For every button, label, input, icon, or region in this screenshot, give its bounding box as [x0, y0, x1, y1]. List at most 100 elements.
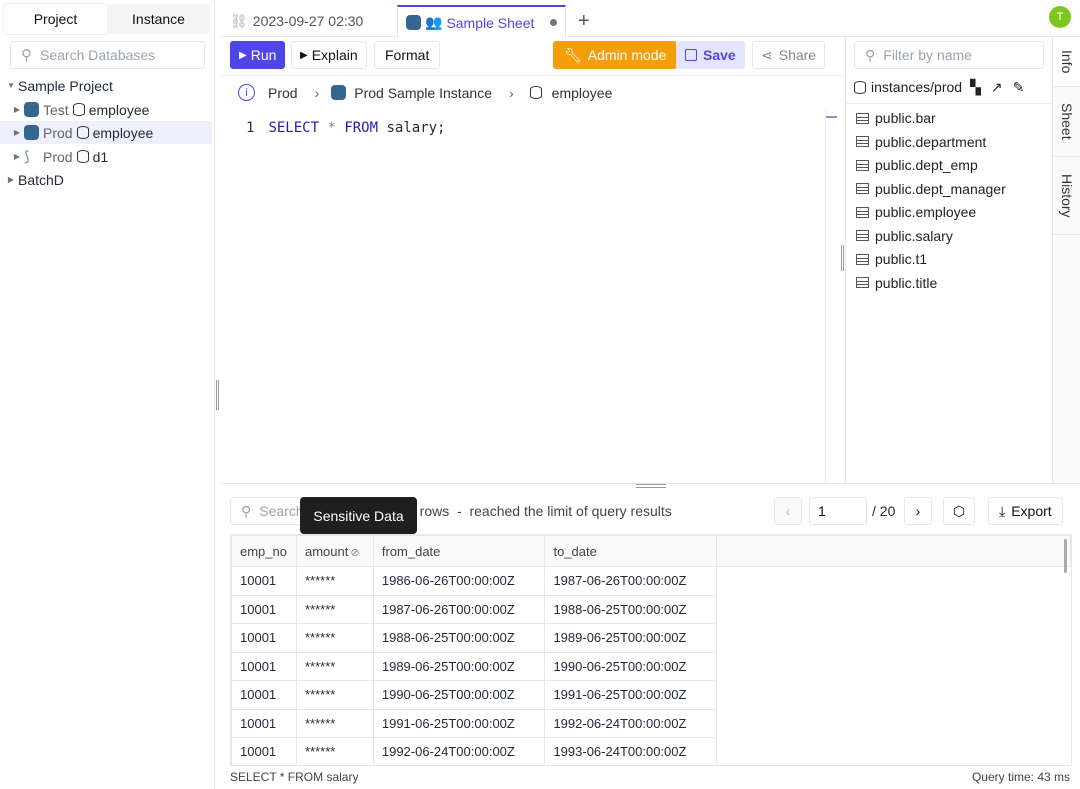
format-button[interactable]: Format [374, 41, 441, 69]
table-item[interactable]: public.bar [856, 107, 936, 129]
table-cell[interactable]: 10001 [231, 708, 297, 738]
table-cell[interactable]: 10001 [231, 594, 297, 624]
column-header[interactable]: emp_no [231, 535, 297, 567]
vtab-history[interactable]: History [1053, 157, 1080, 235]
table-cell[interactable]: 1991-06-25T00:00:00Z [372, 708, 546, 738]
tree-database[interactable]: ▶ ⟆ Prod d1 [0, 145, 212, 168]
table-cell[interactable]: 10001 [231, 566, 297, 596]
prev-page-button[interactable]: ‹ [774, 497, 802, 525]
panel-resize-handle[interactable] [841, 245, 844, 271]
table-cell[interactable]: 1987-06-26T00:00:00Z [544, 566, 718, 596]
table-cell[interactable]: ****** [295, 680, 374, 710]
mysql-icon: ⟆ [24, 148, 30, 164]
caret-right-icon: ▶ [13, 128, 21, 137]
editor-scrollbar[interactable] [825, 110, 837, 483]
results-table: emp_no amount ⊘ from_date to_date 10001 ******… [231, 535, 1071, 765]
table-row[interactable]: 10001 ****** 1989-06-25T00:00:00Z 1990-06-2… [231, 651, 1071, 681]
breadcrumb-env[interactable]: Prod [268, 84, 298, 101]
table-row[interactable]: 10001 ****** 1991-06-25T00:00:00Z 1992-06-2… [231, 708, 1071, 738]
tree-project[interactable]: ▼ Sample Project [4, 74, 216, 97]
table-item[interactable]: public.title [856, 272, 937, 294]
identifier: salary; [386, 120, 446, 136]
tab-sheet[interactable]: ⛓ 2023-09-27 02:30 [230, 12, 364, 30]
table-cell[interactable]: 1990-06-25T00:00:00Z [372, 680, 546, 710]
table-cell[interactable]: 1992-06-24T00:00:00Z [372, 737, 546, 765]
table-row[interactable]: 10001 ****** 1992-06-24T00:00:00Z 1993-06-2… [231, 737, 1071, 765]
table-cell[interactable]: ****** [295, 708, 374, 738]
table-row[interactable]: 10001 ****** 1987-06-26T00:00:00Z 1988-06-2… [231, 594, 1071, 624]
postgres-icon [24, 102, 39, 117]
tree-database[interactable]: ▶ Test employee [0, 98, 212, 121]
table-item[interactable]: public.t1 [856, 248, 927, 270]
vtab-info[interactable]: Info [1053, 37, 1080, 87]
share-button[interactable]: ⋖ Share [752, 41, 826, 69]
table-cell[interactable]: 10001 [231, 651, 297, 681]
column-header[interactable]: from_date [372, 535, 546, 567]
filter-input[interactable]: ⚲ Filter by name [854, 41, 1044, 69]
add-tab-button[interactable]: + [578, 9, 590, 32]
unlink-icon: ⛓ [230, 12, 248, 29]
tab-project[interactable]: Project [4, 4, 107, 34]
search-databases-input[interactable]: ⚲ Search Databases [10, 41, 205, 69]
table-cell[interactable]: 1990-06-25T00:00:00Z [544, 651, 718, 681]
table-cell[interactable]: 1993-06-24T00:00:00Z [544, 737, 718, 765]
table-row[interactable]: 10001 ****** 1990-06-25T00:00:00Z 1991-06-2… [231, 680, 1071, 710]
column-header[interactable]: amount ⊘ [295, 535, 374, 567]
column-header[interactable]: to_date [544, 535, 718, 567]
table-row[interactable]: 10001 ****** 1986-06-26T00:00:00Z 1987-06-2… [231, 566, 1071, 596]
table-cell[interactable]: ****** [295, 737, 374, 765]
vtab-sheet[interactable]: Sheet [1053, 87, 1080, 157]
filler-cell [717, 567, 1071, 596]
table-cell[interactable]: 1988-06-25T00:00:00Z [544, 594, 718, 624]
table-item[interactable]: public.dept_emp [856, 154, 978, 176]
table-cell[interactable]: 1992-06-24T00:00:00Z [544, 708, 718, 738]
play-icon: ▶ [300, 49, 308, 61]
tree-database-selected[interactable]: ▶ Prod employee [0, 121, 212, 144]
table-item[interactable]: public.department [856, 131, 986, 153]
external-link-icon[interactable]: ↗ [990, 78, 1003, 95]
table-cell[interactable]: 1989-06-25T00:00:00Z [372, 651, 546, 681]
breadcrumb-instance[interactable]: Prod Sample Instance [354, 84, 492, 101]
table-item[interactable]: public.employee [856, 201, 976, 223]
table-row[interactable]: 10001 ****** 1988-06-25T00:00:00Z 1989-06-2… [231, 623, 1071, 653]
table-cell[interactable]: 1988-06-25T00:00:00Z [372, 623, 546, 653]
save-button[interactable]: Save [676, 41, 745, 69]
visualize-button[interactable]: ⬡ [943, 497, 975, 525]
table-scrollbar[interactable] [1064, 539, 1067, 573]
explain-button[interactable]: ▶ Explain [291, 41, 367, 69]
keyword: FROM [344, 120, 379, 136]
sql-editor[interactable]: 1 SELECT * FROM salary; [246, 120, 446, 136]
breadcrumb: i Prod › Prod Sample Instance › employee [238, 84, 612, 101]
table-cell[interactable]: 10001 [231, 737, 297, 765]
operator: * [327, 120, 336, 136]
table-cell[interactable]: 1991-06-25T00:00:00Z [544, 680, 718, 710]
tab-instance[interactable]: Instance [132, 11, 185, 27]
table-cell[interactable]: ****** [295, 651, 374, 681]
filler-cell [717, 652, 1071, 681]
table-cell[interactable]: 10001 [231, 680, 297, 710]
table-cell[interactable]: 1989-06-25T00:00:00Z [544, 623, 718, 653]
breadcrumb-database[interactable]: employee [551, 84, 613, 101]
table-cell[interactable]: 1986-06-26T00:00:00Z [372, 566, 546, 596]
tree-project[interactable]: ▶ BatchD [4, 168, 216, 191]
page-input[interactable]: 1 [809, 497, 867, 525]
next-page-button[interactable]: › [904, 497, 932, 525]
table-cell[interactable]: 10001 [231, 623, 297, 653]
export-button[interactable]: ⤓ Export [988, 497, 1063, 525]
edit-icon[interactable]: ✎ [1012, 78, 1025, 95]
total-pages: / 20 [872, 503, 896, 519]
table-item[interactable]: public.dept_manager [856, 178, 1006, 200]
run-button[interactable]: ▶ Run [230, 41, 286, 69]
schema-diagram-icon[interactable]: ▚ [970, 78, 981, 95]
results-resize-handle[interactable] [636, 484, 666, 488]
sidebar-resize-handle[interactable] [216, 380, 219, 410]
admin-mode-button[interactable]: 🔧︎ Admin mode [553, 41, 678, 69]
table-cell[interactable]: 1987-06-26T00:00:00Z [372, 594, 546, 624]
table-item[interactable]: public.salary [856, 225, 953, 247]
table-cell[interactable]: ****** [295, 594, 374, 624]
tab-sheet-active[interactable]: 👥 Sample Sheet [397, 5, 566, 38]
avatar[interactable]: T [1049, 6, 1071, 28]
table-cell[interactable]: ****** [295, 623, 374, 653]
chevron-right-icon: › [314, 84, 320, 101]
table-cell[interactable]: ****** [295, 566, 374, 596]
